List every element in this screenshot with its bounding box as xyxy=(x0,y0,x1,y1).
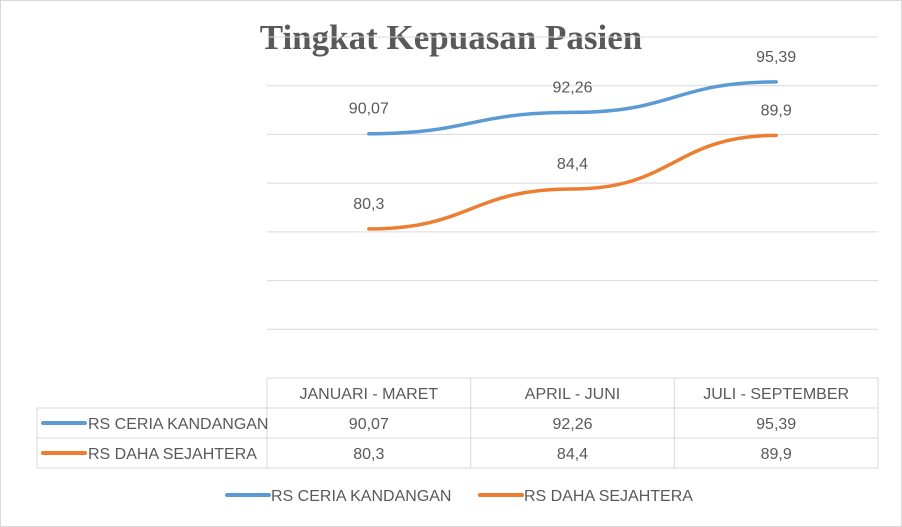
data-labels: 90,07 92,26 95,39 80,3 84,4 89,9 xyxy=(349,49,796,213)
legend-entry: RS CERIA KANDANGAN xyxy=(271,488,451,505)
table-cell: 84,4 xyxy=(557,446,588,463)
table-cell: 90,07 xyxy=(349,416,389,433)
series-line-2 xyxy=(367,133,778,231)
data-label: 80,3 xyxy=(353,196,384,213)
data-table: JANUARI - MARET APRIL - JUNI JULI - SEPTEM… xyxy=(36,377,879,469)
category-label: JULI - SEPTEMBER xyxy=(703,386,849,403)
series-line-1 xyxy=(367,80,778,136)
table-cell: 80,3 xyxy=(353,446,384,463)
legend-entry: RS DAHA SEJAHTERA xyxy=(524,488,693,505)
category-label: JANUARI - MARET xyxy=(299,386,438,403)
series-lines xyxy=(367,80,778,231)
table-cell: 89,9 xyxy=(761,446,792,463)
table-cell: 92,26 xyxy=(552,416,592,433)
data-label: 89,9 xyxy=(761,102,792,119)
data-label: 92,26 xyxy=(552,79,592,96)
table-series-name: RS CERIA KANDANGAN xyxy=(88,416,268,433)
table-cell: 95,39 xyxy=(756,416,796,433)
table-series-name: RS DAHA SEJAHTERA xyxy=(88,446,257,463)
data-label: 90,07 xyxy=(349,101,389,118)
data-label: 84,4 xyxy=(557,156,588,173)
data-label: 95,39 xyxy=(756,49,796,66)
category-label: APRIL - JUNI xyxy=(525,386,620,403)
legend: RS CERIA KANDANGAN RS DAHA SEJAHTERA xyxy=(225,488,693,505)
